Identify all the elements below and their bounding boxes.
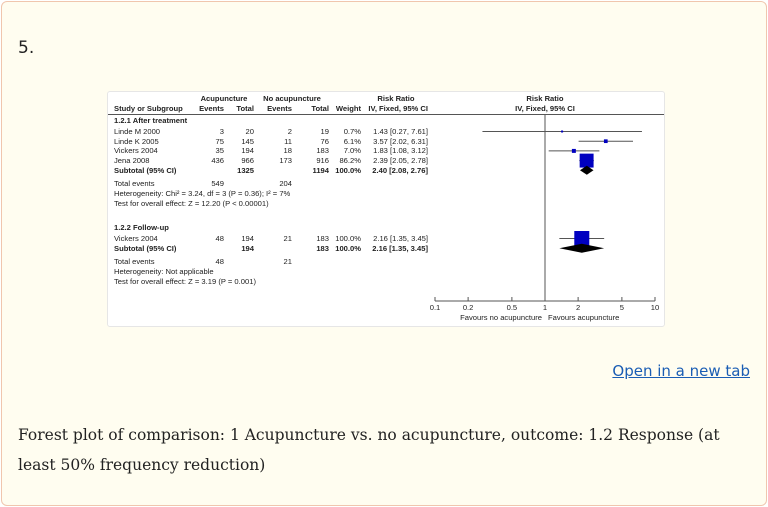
- subtotal-weight: 100.0%: [335, 243, 361, 253]
- x-tick-label: 0.2: [462, 303, 474, 312]
- subtotal-diamond: [559, 243, 605, 253]
- subgroup-title: 1.2.2 Follow-up: [114, 223, 169, 232]
- study-header: Study or Subgroup: [114, 104, 183, 113]
- total-events2: 204: [279, 178, 292, 188]
- subtotal-total2: 1194: [312, 165, 329, 175]
- weight: 7.0%: [343, 146, 361, 156]
- risk-ratio-ci: 3.57 [2.02, 6.31]: [373, 136, 428, 146]
- total2: 916: [316, 156, 329, 166]
- x-tick-label: 2: [575, 303, 581, 312]
- total1-header: Total: [236, 104, 254, 113]
- subtotal-total2: 183: [316, 243, 329, 253]
- events2: 173: [279, 156, 292, 166]
- study-name: Linde M 2000: [114, 127, 161, 136]
- study-box: [561, 130, 564, 133]
- subgroup-title: 1.2.1 After treatment: [114, 116, 188, 125]
- events2: 21: [283, 234, 292, 243]
- subtotal-label: Subtotal (95% CI): [114, 165, 177, 175]
- study-name: Linde K 2005: [114, 136, 159, 146]
- weight: 0.7%: [343, 127, 361, 136]
- total-events1: 48: [215, 256, 224, 266]
- group1-header: Acupuncture: [200, 94, 248, 103]
- events1-header: Events: [199, 104, 224, 113]
- study-box: [603, 139, 608, 144]
- total1: 194: [241, 146, 254, 156]
- method-header: IV, Fixed, 95% CI: [368, 104, 428, 113]
- total-events-label: Total events: [114, 256, 155, 266]
- events1: 35: [215, 146, 224, 156]
- events1: 436: [211, 156, 224, 166]
- events2: 11: [284, 136, 292, 146]
- events1: 3: [219, 127, 224, 136]
- rr-header: Risk Ratio: [377, 94, 415, 103]
- total-events1: 549: [211, 178, 224, 188]
- overall-effect-text: Test for overall effect: Z = 3.19 (P = 0…: [114, 276, 256, 286]
- total1: 20: [245, 127, 254, 136]
- subtotal-total1: 194: [241, 243, 254, 253]
- study-name: Vickers 2004: [114, 234, 158, 243]
- heterogeneity-text: Heterogeneity: Not applicable: [114, 266, 214, 276]
- events2: 2: [287, 127, 292, 136]
- x-tick-label: 1: [542, 303, 548, 312]
- total2: 183: [316, 234, 329, 243]
- heterogeneity-text: Heterogeneity: Chi² = 3.24, df = 3 (P = …: [114, 188, 291, 198]
- risk-ratio-ci: 1.43 [0.27, 7.61]: [373, 127, 428, 136]
- forest-plot-graphic: [434, 114, 656, 302]
- total2-header: Total: [311, 104, 329, 113]
- item-number: 5.: [18, 38, 35, 58]
- weight-header: Weight: [335, 104, 361, 113]
- total2: 183: [316, 146, 329, 156]
- total2: 76: [320, 136, 329, 146]
- weight: 86.2%: [339, 156, 361, 166]
- risk-ratio-ci: 1.83 [1.08, 3.12]: [373, 146, 428, 156]
- forest-plot: Acupuncture No acupuncture Risk Ratio Risk …: [107, 91, 665, 327]
- x-tick-label: 5: [619, 303, 624, 312]
- risk-ratio-ci: 2.39 [2.05, 2.78]: [373, 156, 428, 166]
- total1: 194: [241, 234, 254, 243]
- subtotal-label: Subtotal (95% CI): [114, 243, 177, 253]
- events2: 18: [283, 146, 292, 156]
- study-name: Vickers 2004: [114, 146, 158, 156]
- subtotal-ci: 2.40 [2.08, 2.76]: [372, 165, 428, 175]
- risk-ratio-ci: 2.16 [1.35, 3.45]: [373, 234, 428, 243]
- subtotal-ci: 2.16 [1.35, 3.45]: [372, 243, 428, 253]
- x-tick-label: 10: [650, 303, 660, 312]
- x-tick-label: 0.1: [429, 303, 441, 312]
- subtotal-diamond: [579, 165, 594, 175]
- figure-caption: Forest plot of comparison: 1 Acupuncture…: [18, 426, 720, 474]
- events2-header: Events: [267, 104, 292, 113]
- subtotal-weight: 100.0%: [335, 165, 361, 175]
- total2: 19: [320, 127, 329, 136]
- subtotal-total1: 1325: [237, 165, 254, 175]
- header-divider: [108, 114, 664, 115]
- method-plot-header: IV, Fixed, 95% CI: [515, 104, 575, 113]
- total-events-label: Total events: [114, 178, 155, 188]
- group2-header: No acupuncture: [263, 94, 321, 103]
- overall-effect-text: Test for overall effect: Z = 12.20 (P < …: [114, 198, 269, 208]
- total1: 966: [241, 156, 254, 166]
- events1: 75: [215, 136, 224, 146]
- x-tick-label: 0.5: [506, 303, 518, 312]
- total1: 145: [241, 136, 254, 146]
- total-events2: 21: [283, 256, 292, 266]
- study-box: [571, 148, 576, 153]
- favours-left-label: Favours no acupuncture: [460, 313, 542, 322]
- favours-right-label: Favours acupuncture: [548, 313, 620, 322]
- study-box: [574, 231, 590, 246]
- study-box: [579, 153, 594, 168]
- events1: 48: [215, 234, 224, 243]
- study-name: Jena 2008: [114, 156, 150, 166]
- weight: 100.0%: [335, 234, 361, 243]
- open-in-new-tab-link[interactable]: Open in a new tab: [612, 362, 750, 380]
- rr-plot-header: Risk Ratio: [526, 94, 564, 103]
- weight: 6.1%: [343, 136, 361, 146]
